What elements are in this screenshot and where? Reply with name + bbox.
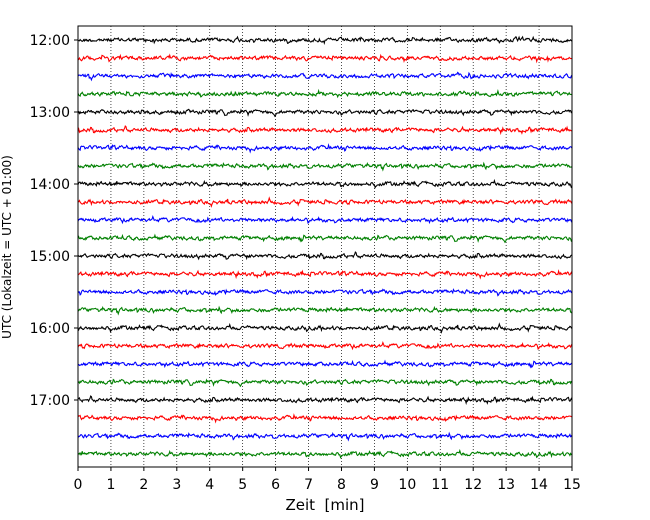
trace-line bbox=[77, 378, 573, 388]
x-tick-label: 14 bbox=[530, 477, 548, 493]
y-tick-label: 13:00 bbox=[30, 105, 70, 121]
x-tick-label: 1 bbox=[106, 477, 115, 493]
trace-line bbox=[77, 161, 573, 172]
plot-frame bbox=[77, 25, 573, 468]
trace-line bbox=[77, 71, 573, 82]
trace-line bbox=[77, 125, 573, 136]
trace-line bbox=[77, 269, 573, 280]
y-axis-label: UTC (Lokalzeit = UTC + 01:00) bbox=[0, 155, 14, 339]
x-tick-label: 8 bbox=[337, 477, 346, 493]
trace-line bbox=[77, 288, 573, 297]
x-tick-label: 13 bbox=[497, 477, 515, 493]
trace-line bbox=[77, 359, 573, 369]
trace-group bbox=[77, 35, 573, 459]
trace-line bbox=[77, 233, 573, 244]
x-tick-label: 7 bbox=[304, 477, 313, 493]
trace-line bbox=[77, 178, 573, 189]
y-tick-label: 17:00 bbox=[30, 393, 70, 409]
trace-line bbox=[77, 108, 573, 118]
trace-line bbox=[77, 413, 573, 424]
trace-line bbox=[77, 143, 573, 154]
y-tick-label: 15:00 bbox=[30, 249, 70, 265]
y-tick-label: 14:00 bbox=[30, 177, 70, 193]
trace-line bbox=[77, 53, 573, 64]
x-tick-label: 10 bbox=[398, 477, 416, 493]
trace-line bbox=[77, 305, 573, 316]
y-axis: 12:00 13:00 14:00 15:00 16:00 17:00 bbox=[30, 33, 78, 409]
x-axis-label: Zeit [min] bbox=[285, 496, 364, 514]
trace-line bbox=[77, 35, 573, 46]
x-tick-label: 5 bbox=[238, 477, 247, 493]
x-tick-label: 15 bbox=[563, 477, 581, 493]
x-tick-label: 2 bbox=[139, 477, 148, 493]
trace-line bbox=[77, 448, 573, 459]
x-axis: 0 1 2 3 4 5 6 7 8 9 10 11 12 13 14 15 bbox=[74, 467, 581, 493]
trace-line bbox=[77, 88, 573, 99]
x-tick-label: 6 bbox=[271, 477, 280, 493]
trace-line bbox=[77, 322, 573, 334]
trace-line bbox=[77, 431, 573, 442]
trace-line bbox=[77, 395, 573, 406]
x-tick-label: 3 bbox=[172, 477, 181, 493]
x-tick-label: 11 bbox=[431, 477, 449, 493]
x-tick-label: 9 bbox=[370, 477, 379, 493]
y-tick-label: 16:00 bbox=[30, 321, 70, 337]
trace-line bbox=[77, 196, 573, 208]
trace-line bbox=[77, 214, 573, 225]
y-tick-label: 12:00 bbox=[30, 33, 70, 49]
x-tick-label: 12 bbox=[464, 477, 482, 493]
trace-line bbox=[77, 251, 573, 261]
trace-line bbox=[77, 340, 573, 351]
x-tick-label: 4 bbox=[205, 477, 214, 493]
x-tick-label: 0 bbox=[74, 477, 83, 493]
